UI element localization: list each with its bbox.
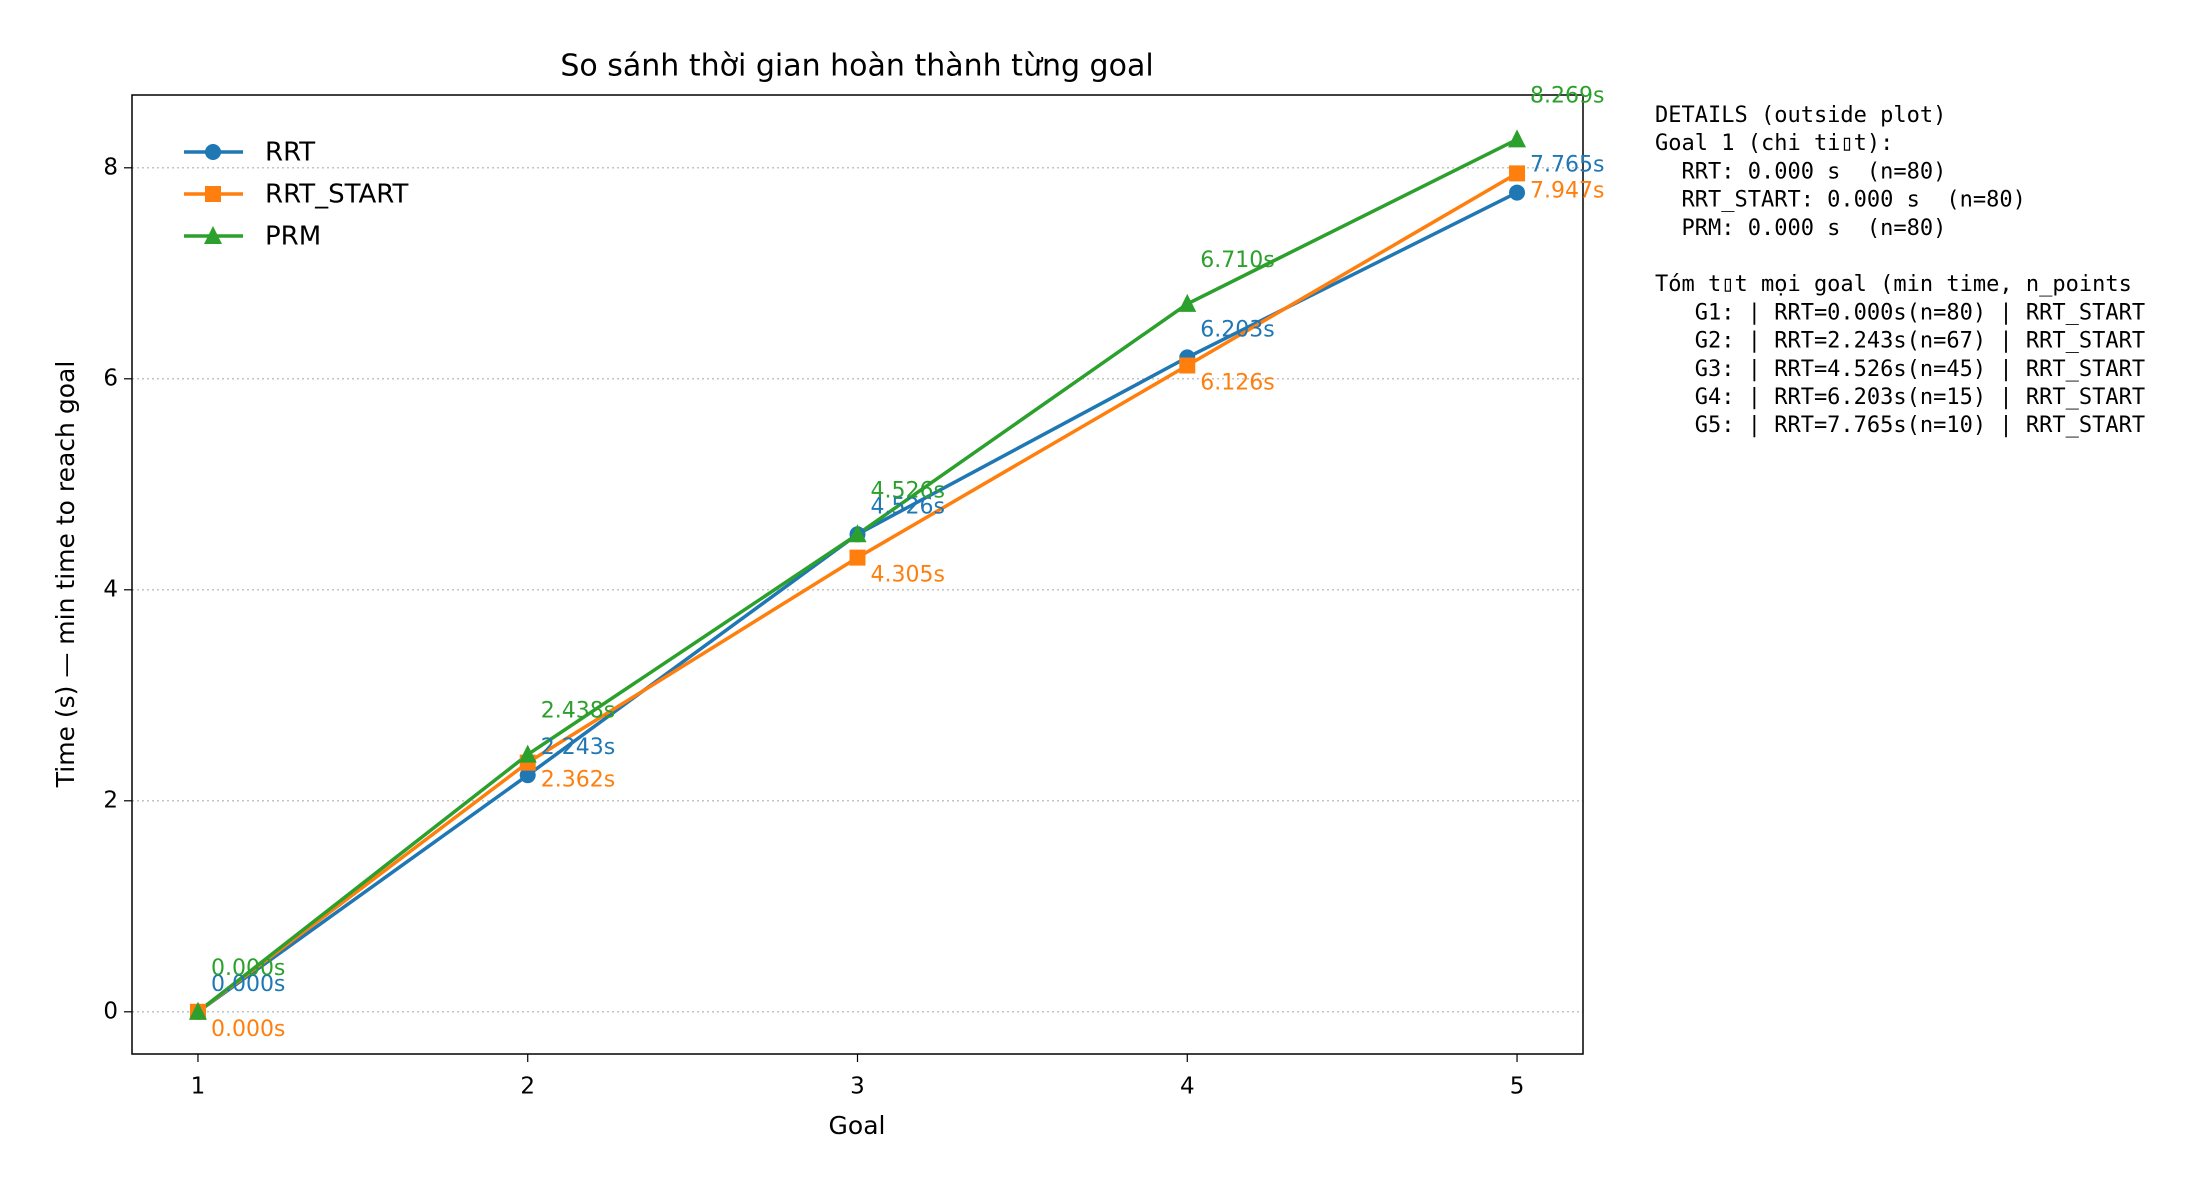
series-line xyxy=(196,191,1518,1014)
details-line: G5: | RRT=7.765s(n=10) | RRT_START xyxy=(1655,413,2145,438)
details-line: PRM: 0.000 s (n=80) xyxy=(1655,216,1946,241)
value-label: 0.000s xyxy=(211,956,285,981)
details-line: G4: | RRT=6.203s(n=15) | RRT_START xyxy=(1655,385,2145,410)
x-tick-label: 1 xyxy=(191,1074,206,1100)
value-label: 2.362s xyxy=(541,768,615,793)
marker xyxy=(188,1001,207,1020)
value-label: 6.710s xyxy=(1200,248,1274,273)
legend: RRT RRT_START PRM xyxy=(184,138,408,252)
value-label: 4.526s xyxy=(871,478,945,503)
marker xyxy=(1509,165,1526,182)
value-label: 6.203s xyxy=(1200,317,1274,342)
legend-label: RRT xyxy=(265,138,315,168)
marker xyxy=(518,744,537,763)
x-tick-label: 4 xyxy=(1180,1074,1195,1100)
value-label: 6.126s xyxy=(1200,371,1274,396)
marker xyxy=(1509,184,1526,201)
details-line: Tóm t▯t mọi goal (min time, n_points xyxy=(1655,272,2132,297)
marker xyxy=(1178,293,1197,312)
value-label: 7.947s xyxy=(1530,178,1604,203)
details-line: Goal 1 (chi ti▯t): xyxy=(1655,131,1893,156)
legend-label: RRT_START xyxy=(265,180,408,210)
value-label: 4.305s xyxy=(871,563,945,588)
value-label: 2.243s xyxy=(541,735,615,760)
x-tick-label: 5 xyxy=(1510,1074,1525,1100)
marker xyxy=(1179,357,1196,374)
value-label: 8.269s xyxy=(1530,83,1604,108)
y-axis-label: Time (s) — min time to reach goal xyxy=(51,361,80,789)
y-tick-label: 6 xyxy=(103,365,118,391)
details-line: G1: | RRT=0.000s(n=80) | RRT_START xyxy=(1655,300,2145,325)
value-label: 7.765s xyxy=(1530,153,1604,178)
plot-frame xyxy=(131,94,1584,1055)
marker xyxy=(848,524,867,543)
x-tick-label: 3 xyxy=(850,1074,865,1100)
value-label: 2.438s xyxy=(541,699,615,724)
marker xyxy=(204,226,222,244)
y-tick-label: 0 xyxy=(103,998,118,1024)
value-label: 0.000s xyxy=(211,1017,285,1042)
details-line: G3: | RRT=4.526s(n=45) | RRT_START xyxy=(1655,357,2145,382)
y-tick-label: 2 xyxy=(103,787,118,813)
details-line: RRT: 0.000 s (n=80) xyxy=(1655,159,1946,184)
x-tick-label: 2 xyxy=(520,1074,535,1100)
value-label: 0.000s xyxy=(211,972,285,997)
marker xyxy=(205,144,221,160)
marker xyxy=(849,549,866,566)
marker xyxy=(519,767,536,784)
y-tick-label: 4 xyxy=(103,576,118,602)
details-line: RRT_START: 0.000 s (n=80) xyxy=(1655,188,2026,213)
legend-label: PRM xyxy=(265,222,321,252)
details-line: DETAILS (outside plot) xyxy=(1655,103,1946,128)
series-line xyxy=(196,137,1518,1014)
marker xyxy=(205,186,221,202)
y-tick-label: 8 xyxy=(103,154,118,180)
x-axis-label: Goal xyxy=(829,1111,886,1140)
value-label: 4.526s xyxy=(871,494,945,519)
series-line xyxy=(196,171,1518,1014)
marker xyxy=(1508,129,1527,148)
chart-title: So sánh thời gian hoàn thành từng goal xyxy=(560,49,1153,84)
details-line: G2: | RRT=2.243s(n=67) | RRT_START xyxy=(1655,329,2145,354)
